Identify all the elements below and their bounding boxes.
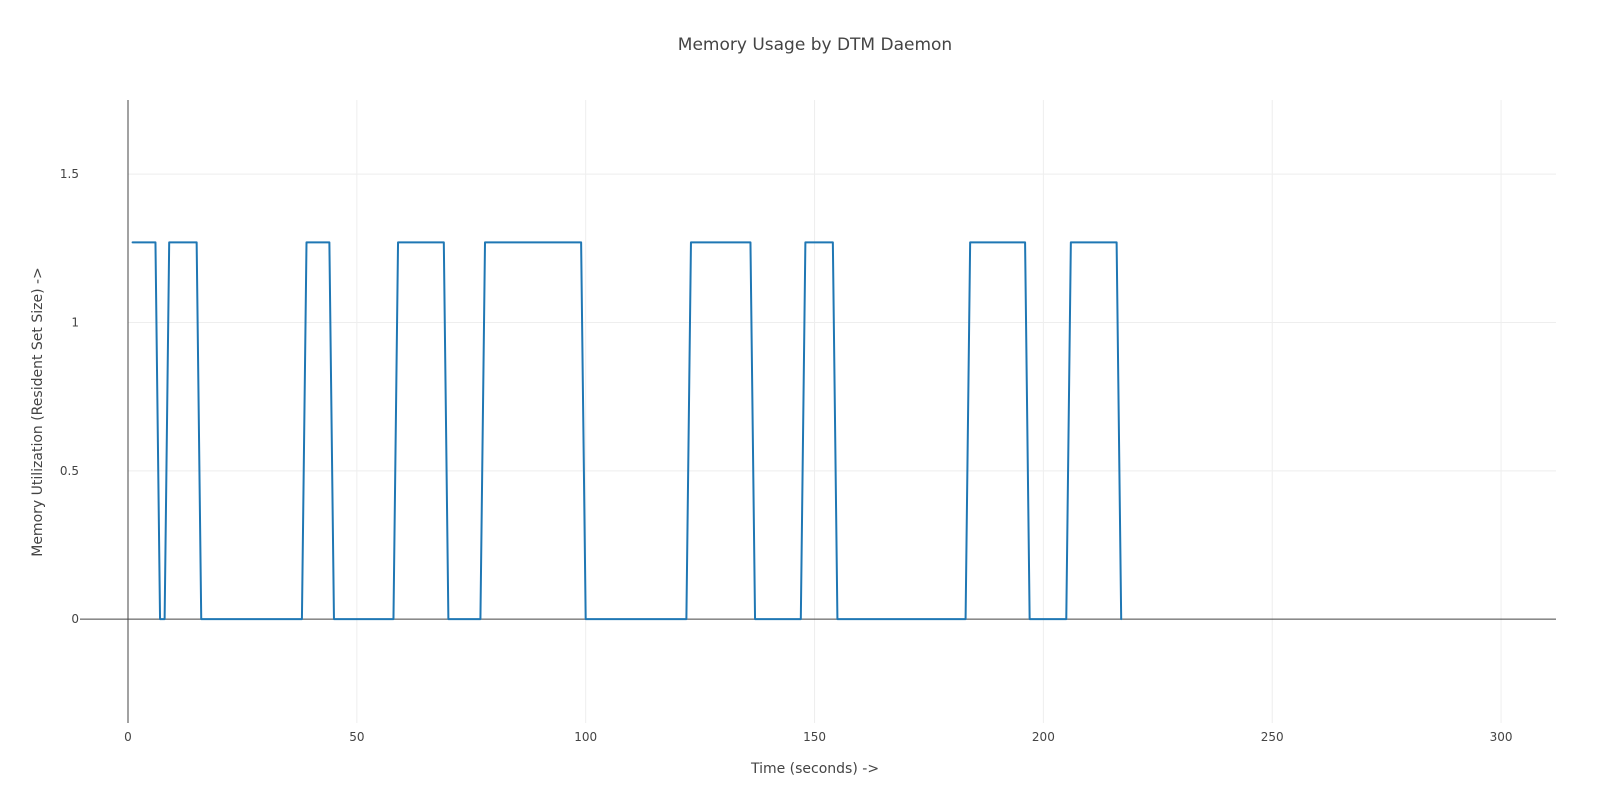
gridlines bbox=[128, 100, 1556, 723]
y-axis-title: Memory Utilization (Resident Set Size) -… bbox=[30, 267, 46, 557]
x-tick-label: 0 bbox=[124, 730, 132, 744]
x-tick-label: 150 bbox=[803, 730, 826, 744]
y-tick-label: 1 bbox=[71, 316, 79, 330]
x-tick-label: 200 bbox=[1032, 730, 1055, 744]
y-tick-label: 0 bbox=[71, 612, 79, 626]
x-tick-label: 300 bbox=[1490, 730, 1513, 744]
axes bbox=[80, 100, 1556, 723]
x-tick-label: 100 bbox=[574, 730, 597, 744]
y-tick-label: 0.5 bbox=[60, 464, 79, 478]
x-axis-title: Time (seconds) -> bbox=[750, 761, 879, 777]
y-tick-label: 1.5 bbox=[60, 167, 79, 181]
x-tick-label: 50 bbox=[349, 730, 364, 744]
series-layer bbox=[131, 241, 1123, 621]
chart-title: Memory Usage by DTM Daemon bbox=[678, 35, 952, 55]
tick-labels: 0 50 100 150 200 250 300 0 0.5 1 1.5 bbox=[60, 167, 1513, 744]
x-tick-label: 250 bbox=[1261, 730, 1284, 744]
series-line bbox=[131, 241, 1123, 621]
